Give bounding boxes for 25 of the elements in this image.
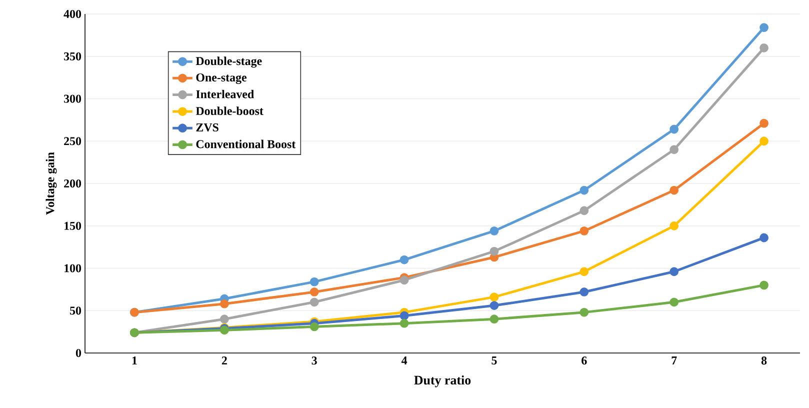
y-axis-title: Voltage gain xyxy=(46,152,57,215)
legend-label: Double-boost xyxy=(196,106,264,116)
x-tick-label: 2 xyxy=(222,356,227,364)
y-tick-label: 0 xyxy=(76,348,82,358)
y-tick-label: 200 xyxy=(64,179,82,188)
x-tick-label: 3 xyxy=(312,356,317,365)
y-tick-label: 250 xyxy=(64,137,82,146)
legend-label: Conventional Boost xyxy=(196,140,296,148)
x-tick-label: 8 xyxy=(761,356,767,365)
y-tick-label: 50 xyxy=(70,306,82,315)
x-axis-title: Duty ratio xyxy=(414,375,471,388)
y-tick-label: 150 xyxy=(64,222,82,230)
legend-label: ZVS xyxy=(196,123,218,132)
x-tick-label: 4 xyxy=(401,356,408,364)
legend-label: One-stage xyxy=(196,73,247,84)
y-tick-label: 100 xyxy=(64,264,82,272)
x-tick-label: 5 xyxy=(492,356,497,364)
y-tick-label: 300 xyxy=(64,94,82,103)
y-tick-label: 400 xyxy=(64,10,82,18)
x-tick-label: 6 xyxy=(582,356,587,365)
x-tick-label: 1 xyxy=(132,356,137,364)
x-tick-label: 7 xyxy=(672,356,677,364)
y-tick-label: 350 xyxy=(64,52,82,60)
legend-label: Double-stage xyxy=(196,56,262,68)
legend-label: Interleaved xyxy=(196,90,254,98)
